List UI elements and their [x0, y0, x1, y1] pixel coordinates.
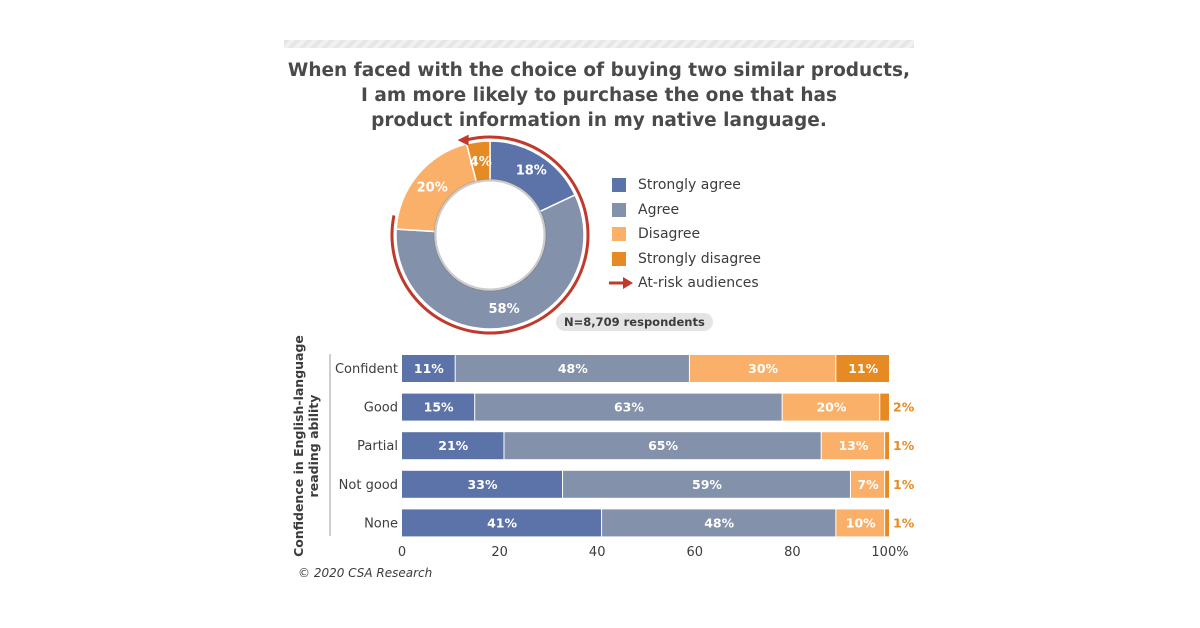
x-tick-label: 100%: [871, 545, 908, 560]
bar-segment: [602, 509, 836, 537]
bar-value-label: 11%: [414, 361, 444, 376]
bar-value-label: 33%: [468, 477, 498, 492]
at-risk-arc: [390, 135, 590, 335]
x-tick-label: 40: [589, 545, 606, 560]
legend-swatch: [612, 178, 626, 193]
donut-value-label: 18%: [516, 163, 547, 178]
legend-item-strongly-agree: Strongly agree: [612, 173, 761, 198]
chart-legend: Strongly agree Agree Disagree Strongly d…: [609, 173, 761, 296]
bar-value-label: 11%: [848, 361, 878, 376]
legend-swatch: [612, 202, 626, 217]
bar-value-label: 65%: [648, 438, 678, 453]
bar-value-label: 10%: [846, 515, 876, 530]
bar-segment: [475, 393, 782, 421]
bar-value-label: 30%: [748, 361, 778, 376]
copyright-footer: © 2020 CSA Research: [298, 566, 433, 580]
legend-swatch: [612, 251, 626, 266]
bar-value-label: 1%: [893, 477, 915, 492]
legend-label: Disagree: [638, 226, 701, 243]
header-stripe: [284, 40, 914, 48]
bar-value-label: 20%: [816, 400, 846, 415]
bar-value-label: 48%: [704, 515, 734, 530]
y-axis-title: Confidence in English-languagereading ab…: [291, 335, 321, 557]
bar-value-label: 48%: [558, 361, 588, 376]
category-label: Partial: [357, 439, 398, 454]
bar-segment: [885, 509, 889, 537]
donut-value-label: 58%: [488, 302, 519, 317]
donut-value-label: 4%: [470, 155, 492, 170]
bar-segment: [836, 509, 885, 537]
bar-segment: [821, 432, 885, 460]
x-tick-label: 20: [491, 545, 508, 560]
legend-swatch: [612, 227, 626, 242]
bar-segment: [563, 470, 850, 498]
bar-value-label: 41%: [487, 515, 517, 530]
legend-label: Strongly disagree: [638, 250, 761, 267]
title-line-1: When faced with the choice of buying two…: [287, 60, 911, 81]
bar-segment: [402, 432, 504, 460]
bar-value-label: 63%: [614, 400, 644, 415]
bar-segment: [455, 355, 689, 382]
legend-label: At-risk audiences: [638, 275, 759, 292]
title-line-2: I am more likely to purchase the one tha…: [361, 85, 837, 106]
category-label: None: [364, 516, 398, 531]
red-arrow-icon: [609, 277, 633, 290]
category-label: Good: [364, 401, 398, 416]
legend-item-agree: Agree: [612, 198, 761, 223]
legend-label: Agree: [638, 201, 680, 218]
bar-segment: [504, 432, 821, 460]
x-tick-label: 0: [398, 545, 406, 560]
bar-segment: [880, 393, 889, 421]
bar-value-label: 59%: [692, 477, 722, 492]
respondents-badge: N=8,709 respondents: [556, 313, 713, 331]
bar-segment: [402, 509, 602, 537]
category-label: Not good: [339, 478, 398, 493]
bar-segment: [402, 470, 563, 498]
bar-value-label: 13%: [838, 438, 868, 453]
legend-item-disagree: Disagree: [612, 222, 761, 247]
title-line-3: product information in my native languag…: [371, 110, 827, 131]
bar-segment: [850, 470, 885, 498]
legend-label: Strongly agree: [638, 177, 741, 194]
bar-segment: [402, 393, 475, 421]
bar-segment: [885, 470, 889, 498]
at-risk-arrow-head: [457, 134, 469, 146]
bar-value-label: 21%: [438, 438, 468, 453]
bar-segment: [836, 355, 889, 382]
x-tick-label: 80: [784, 545, 801, 560]
bar-segment: [885, 432, 889, 460]
bar-value-label: 15%: [424, 400, 454, 415]
bar-segment: [402, 355, 455, 382]
legend-item-at-risk: At-risk audiences: [608, 271, 761, 296]
bar-value-label: 1%: [893, 515, 915, 530]
legend-item-strongly-disagree: Strongly disagree: [612, 247, 761, 272]
bar-segment: [782, 393, 880, 421]
chart-title: When faced with the choice of buying two…: [284, 58, 914, 133]
donut-value-label: 20%: [417, 181, 448, 196]
donut-chart: 18% 58% 20% 4%: [390, 134, 590, 335]
bar-value-label: 2%: [893, 400, 915, 415]
x-tick-label: 60: [687, 545, 704, 560]
bar-value-label: 7%: [857, 477, 879, 492]
bar-value-label: 1%: [893, 438, 915, 453]
stacked-bar-chart: Confidence in English-languagereading ab…: [291, 335, 915, 560]
bar-segment: [689, 355, 836, 382]
donut-hole: [433, 178, 547, 292]
category-label: Confident: [335, 362, 398, 377]
